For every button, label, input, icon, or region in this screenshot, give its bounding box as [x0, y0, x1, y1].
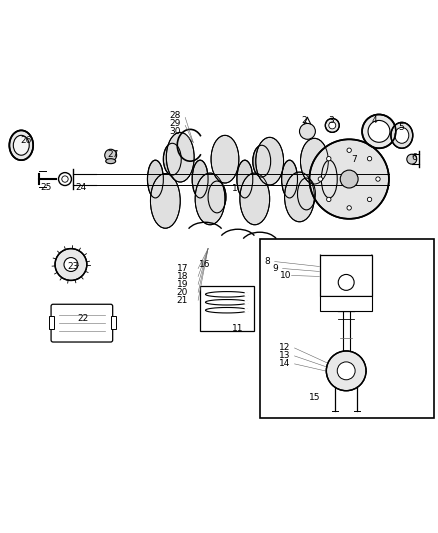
Circle shape: [367, 197, 372, 201]
Circle shape: [347, 148, 351, 152]
Text: 18: 18: [177, 272, 188, 281]
Text: 5: 5: [398, 123, 404, 132]
Circle shape: [347, 206, 351, 210]
Circle shape: [105, 149, 117, 161]
Circle shape: [407, 154, 417, 164]
Ellipse shape: [256, 138, 283, 185]
Circle shape: [326, 351, 366, 391]
Ellipse shape: [240, 173, 270, 225]
Circle shape: [318, 177, 322, 181]
Ellipse shape: [237, 160, 253, 198]
FancyBboxPatch shape: [51, 304, 113, 342]
Text: 22: 22: [77, 313, 88, 322]
Text: 11: 11: [232, 324, 244, 333]
Ellipse shape: [211, 135, 239, 183]
Ellipse shape: [395, 127, 409, 143]
Ellipse shape: [300, 139, 328, 184]
Text: 3: 3: [328, 116, 334, 125]
Ellipse shape: [391, 123, 413, 148]
Ellipse shape: [321, 160, 337, 198]
Ellipse shape: [195, 173, 225, 225]
Text: 1: 1: [232, 184, 238, 193]
Text: 10: 10: [280, 271, 291, 280]
Ellipse shape: [253, 146, 271, 177]
Circle shape: [340, 170, 358, 188]
Text: 26: 26: [21, 136, 32, 145]
Text: 19: 19: [177, 280, 188, 289]
Ellipse shape: [148, 160, 163, 198]
Text: 9: 9: [273, 264, 279, 273]
Bar: [49, 316, 54, 329]
Bar: [260, 239, 434, 417]
Text: 27: 27: [107, 150, 118, 159]
Text: 6: 6: [411, 152, 417, 161]
Ellipse shape: [285, 172, 314, 222]
Ellipse shape: [9, 131, 33, 160]
Bar: [111, 316, 116, 329]
Text: 30: 30: [170, 127, 181, 136]
Circle shape: [327, 157, 331, 161]
Circle shape: [329, 122, 336, 129]
Circle shape: [64, 257, 78, 271]
Circle shape: [376, 177, 380, 181]
Text: 16: 16: [199, 260, 211, 269]
Circle shape: [325, 118, 339, 132]
Circle shape: [367, 157, 372, 161]
Ellipse shape: [362, 115, 396, 148]
Ellipse shape: [163, 143, 181, 175]
Text: 28: 28: [170, 111, 181, 120]
Text: 12: 12: [279, 343, 290, 352]
Text: 7: 7: [351, 155, 357, 164]
Text: 4: 4: [371, 116, 377, 125]
Text: 23: 23: [67, 262, 78, 271]
Text: 13: 13: [279, 351, 290, 360]
Ellipse shape: [150, 174, 180, 228]
Text: 20: 20: [177, 288, 188, 297]
Text: 25: 25: [40, 182, 52, 191]
Ellipse shape: [13, 135, 29, 155]
Bar: [320, 255, 372, 296]
Ellipse shape: [192, 160, 208, 198]
Text: 17: 17: [177, 264, 188, 273]
Circle shape: [55, 248, 87, 280]
Ellipse shape: [297, 178, 315, 210]
Text: 14: 14: [279, 359, 290, 368]
Circle shape: [337, 362, 355, 380]
Text: 2: 2: [302, 116, 307, 125]
Ellipse shape: [106, 159, 116, 164]
Bar: [200, 286, 254, 331]
Ellipse shape: [282, 160, 297, 198]
Circle shape: [338, 274, 354, 290]
Circle shape: [300, 124, 315, 139]
Ellipse shape: [208, 181, 226, 213]
Circle shape: [327, 197, 331, 201]
Text: 24: 24: [75, 182, 87, 191]
Ellipse shape: [166, 132, 194, 182]
Text: 8: 8: [265, 257, 271, 266]
Bar: [320, 296, 372, 311]
Text: 21: 21: [177, 296, 188, 305]
Ellipse shape: [368, 120, 390, 142]
Text: 29: 29: [170, 119, 181, 128]
Circle shape: [309, 139, 389, 219]
Text: 15: 15: [309, 393, 320, 402]
